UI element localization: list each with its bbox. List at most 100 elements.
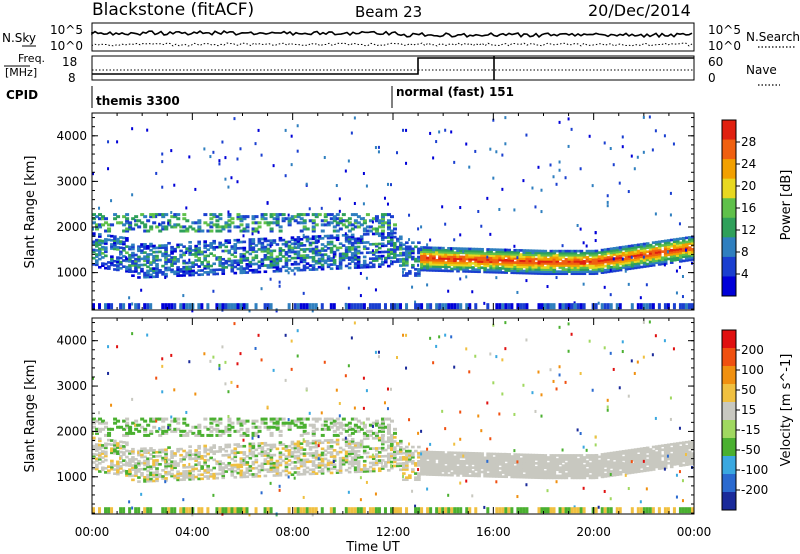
power-cell — [188, 247, 192, 250]
power-cell — [687, 246, 692, 250]
power-cell — [522, 263, 527, 267]
power-cell — [281, 217, 286, 221]
power-cell — [203, 242, 207, 246]
power-cell — [477, 266, 481, 270]
velocity-cell — [227, 468, 232, 471]
power-cell — [359, 223, 364, 227]
power-cell — [609, 247, 614, 251]
power-cell — [495, 254, 499, 258]
power-cell — [191, 249, 195, 252]
velocity-cell — [218, 448, 223, 451]
velocity-cell — [308, 468, 313, 472]
power-cell — [525, 253, 530, 257]
power-cell — [386, 221, 391, 225]
velocity-cell — [510, 475, 514, 479]
power-cell — [332, 219, 337, 223]
velocity-noise — [164, 480, 167, 484]
velocity-cell — [128, 429, 133, 433]
power-cell — [131, 270, 135, 273]
power-cell — [263, 249, 268, 253]
velocity-cell — [110, 463, 114, 467]
power-cell — [618, 258, 623, 262]
velocity-cell — [116, 425, 121, 429]
power-noise — [203, 147, 206, 151]
velocity-near-range — [447, 507, 451, 514]
velocity-cell — [311, 456, 316, 459]
velocity-cell — [263, 468, 268, 472]
power-cell — [269, 259, 274, 263]
power-noise — [278, 280, 281, 284]
power-near-range — [173, 303, 177, 310]
velocity-cell — [227, 455, 232, 459]
power-cell — [591, 264, 596, 267]
power-near-range — [468, 303, 472, 310]
velocity-cell — [98, 439, 102, 443]
power-cell — [104, 238, 108, 241]
power-near-range — [666, 303, 670, 310]
power-near-range — [167, 303, 171, 310]
power-cell — [161, 227, 166, 231]
velocity-noise — [462, 454, 465, 458]
power-cell — [92, 263, 96, 266]
velocity-cell — [137, 476, 141, 479]
velocity-cell — [296, 425, 301, 429]
power-cell — [570, 264, 575, 267]
power-cell — [125, 251, 129, 255]
velocity-cell — [158, 433, 163, 437]
power-cell — [582, 272, 587, 276]
velocity-cell — [471, 458, 475, 461]
power-cell — [188, 261, 192, 265]
velocity-cell — [164, 458, 168, 462]
power-cell — [690, 241, 695, 245]
velocity-cell — [305, 460, 310, 464]
power-cell — [654, 255, 659, 258]
power-cell — [98, 225, 103, 229]
power-cell — [663, 260, 668, 263]
power-cell — [564, 264, 569, 267]
power-cell — [389, 244, 394, 247]
velocity-cell — [320, 463, 325, 467]
power-cell — [152, 261, 156, 264]
velocity-cell — [311, 439, 316, 443]
power-near-range — [377, 303, 381, 310]
velocity-cell — [480, 464, 484, 468]
power-cell — [293, 256, 298, 260]
power-cell — [251, 215, 256, 219]
power-cell — [408, 247, 412, 251]
power-cell — [468, 251, 472, 255]
power-near-range — [296, 303, 300, 310]
velocity-cell — [221, 431, 226, 435]
power-cell — [552, 268, 557, 271]
velocity-cell — [329, 451, 334, 454]
power-cell — [579, 255, 584, 259]
velocity-cell — [197, 455, 201, 458]
power-cell — [669, 261, 674, 264]
power-cell — [260, 260, 265, 263]
velocity-cell — [314, 449, 319, 453]
velocity-noise — [161, 364, 164, 368]
velocity-cell — [462, 461, 466, 465]
velocity-cell — [158, 475, 162, 478]
velocity-cell — [326, 425, 331, 429]
power-near-range — [374, 303, 378, 310]
power-cell — [329, 240, 334, 244]
velocity-cell — [269, 433, 274, 437]
power-cell — [284, 217, 289, 221]
velocity-cell — [140, 449, 144, 453]
power-noise — [594, 231, 597, 235]
velocity-cell — [420, 466, 424, 470]
power-cell — [122, 242, 126, 246]
power-cell — [510, 252, 514, 256]
velocity-cell — [278, 455, 283, 459]
velocity-cell — [269, 457, 274, 461]
velocity-cell — [468, 460, 472, 463]
velocity-cell — [438, 467, 442, 471]
power-cell — [603, 264, 608, 268]
velocity-cell — [110, 447, 114, 451]
power-cell — [690, 235, 695, 239]
power-cell — [332, 215, 337, 219]
velocity-cell — [284, 447, 289, 450]
power-cell — [176, 268, 180, 271]
velocity-cell — [104, 466, 108, 470]
power-noise — [408, 238, 411, 242]
